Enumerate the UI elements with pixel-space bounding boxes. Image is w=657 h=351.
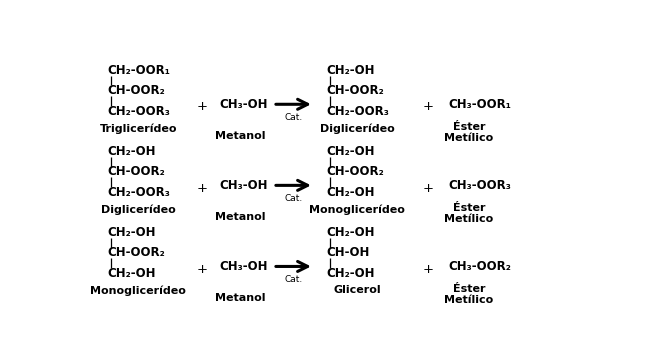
Text: CH₂-OH: CH₂-OH xyxy=(327,64,375,77)
Text: +: + xyxy=(423,100,434,113)
Text: Cat.: Cat. xyxy=(284,276,303,284)
Text: CH₂-OH: CH₂-OH xyxy=(327,186,375,199)
Text: CH₃-OOR₁: CH₃-OOR₁ xyxy=(449,98,512,111)
Text: CH₂-OOR₃: CH₂-OOR₃ xyxy=(327,105,390,118)
Text: Metanol: Metanol xyxy=(215,212,265,223)
Text: CH₃-OH: CH₃-OH xyxy=(219,179,268,192)
Text: CH₃-OH: CH₃-OH xyxy=(219,260,268,273)
Text: CH₂-OH: CH₂-OH xyxy=(108,145,156,158)
Text: CH-OOR₂: CH-OOR₂ xyxy=(108,165,166,178)
Text: Metílico: Metílico xyxy=(445,295,493,305)
Text: Éster: Éster xyxy=(453,203,486,213)
Text: +: + xyxy=(196,263,207,276)
Text: Triglicerídeo: Triglicerídeo xyxy=(99,123,177,134)
Text: CH-OOR₂: CH-OOR₂ xyxy=(327,165,384,178)
Text: Metílico: Metílico xyxy=(445,214,493,224)
Text: CH-OOR₂: CH-OOR₂ xyxy=(327,84,384,97)
Text: CH₃-OOR₃: CH₃-OOR₃ xyxy=(449,179,512,192)
Text: Monoglicerídeo: Monoglicerídeo xyxy=(90,285,186,296)
Text: CH₂-OH: CH₂-OH xyxy=(108,226,156,239)
Text: CH₂-OH: CH₂-OH xyxy=(108,267,156,280)
Text: Cat.: Cat. xyxy=(284,113,303,122)
Text: Cat.: Cat. xyxy=(284,194,303,203)
Text: CH-OOR₂: CH-OOR₂ xyxy=(108,84,166,97)
Text: Monoglicerídeo: Monoglicerídeo xyxy=(309,204,405,215)
Text: Éster: Éster xyxy=(453,284,486,294)
Text: +: + xyxy=(423,181,434,194)
Text: Diglicerídeo: Diglicerídeo xyxy=(320,123,394,134)
Text: Metanol: Metanol xyxy=(215,131,265,141)
Text: CH₂-OH: CH₂-OH xyxy=(327,267,375,280)
Text: CH₂-OOR₁: CH₂-OOR₁ xyxy=(108,64,170,77)
Text: CH₂-OH: CH₂-OH xyxy=(327,226,375,239)
Text: CH-OH: CH-OH xyxy=(327,246,370,259)
Text: +: + xyxy=(423,263,434,276)
Text: CH₂-OOR₃: CH₂-OOR₃ xyxy=(108,105,170,118)
Text: CH-OOR₂: CH-OOR₂ xyxy=(108,246,166,259)
Text: Metílico: Metílico xyxy=(445,133,493,143)
Text: +: + xyxy=(196,100,207,113)
Text: Éster: Éster xyxy=(453,122,486,132)
Text: Glicerol: Glicerol xyxy=(333,285,381,295)
Text: CH₃-OOR₂: CH₃-OOR₂ xyxy=(449,260,512,273)
Text: Diglicerídeo: Diglicerídeo xyxy=(101,204,175,215)
Text: +: + xyxy=(196,181,207,194)
Text: CH₃-OH: CH₃-OH xyxy=(219,98,268,111)
Text: CH₂-OH: CH₂-OH xyxy=(327,145,375,158)
Text: CH₂-OOR₃: CH₂-OOR₃ xyxy=(108,186,170,199)
Text: Metanol: Metanol xyxy=(215,293,265,304)
